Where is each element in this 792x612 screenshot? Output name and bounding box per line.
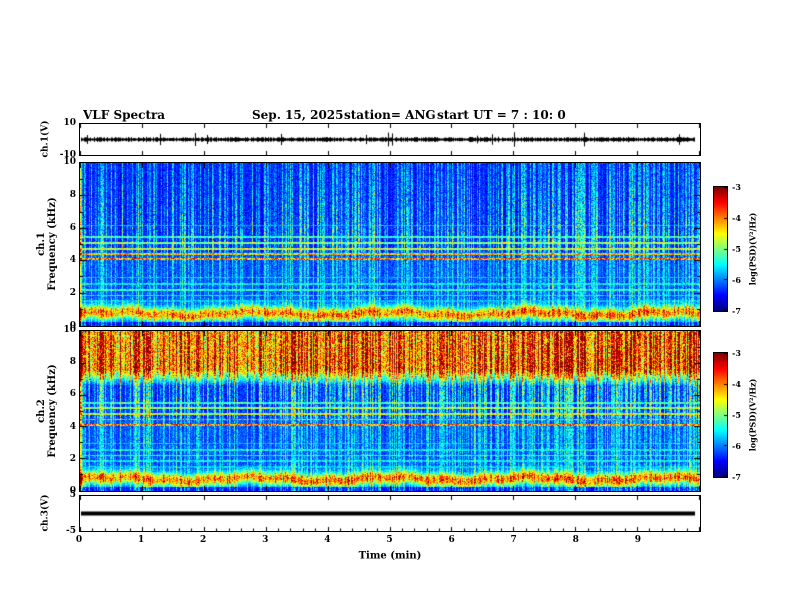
time-tick-label: 5 — [386, 535, 393, 545]
colorbar-tick-label: -5 — [732, 244, 741, 254]
ch1-wave-ylabel: ch.1(V) — [40, 120, 51, 158]
ch1-spec-ylabel: ch.1 Frequency (kHz) — [36, 197, 58, 290]
freq-tick-label: 8 — [69, 189, 76, 200]
ch3-waveform-panel — [79, 495, 701, 532]
colorbar-ch1-label: log(PSD)(V²/Hz) — [747, 212, 758, 286]
ch3-wave-ylabel: ch.3(V) — [40, 494, 51, 532]
colorbar-ch1-canvas — [714, 187, 727, 311]
colorbar-tick-label: -6 — [732, 441, 741, 451]
freq-tick-label: 8 — [69, 357, 76, 368]
colorbar-tick-label: -6 — [732, 275, 741, 285]
freq-tick-label: 2 — [69, 288, 76, 299]
plot-title: VLF Spectra — [83, 108, 166, 122]
time-tick-label: 3 — [262, 535, 269, 545]
ch2-spec-frequency-label: Frequency (kHz) — [47, 364, 58, 458]
time-tick-label: 8 — [572, 535, 579, 545]
colorbar-tick-label: -7 — [732, 306, 741, 316]
freq-tick-label: 0 — [69, 486, 76, 496]
time-tick-label: 0 — [75, 535, 83, 545]
ch3-wave-ytick-top: 5 — [69, 490, 76, 500]
time-tick-label: 1 — [137, 535, 145, 545]
time-tick-label: 6 — [448, 535, 455, 545]
station-label: station= ANG — [344, 108, 436, 122]
colorbar-ch2 — [713, 352, 728, 478]
ch1-waveform-canvas — [80, 124, 700, 155]
start-ut-label: start UT = 7 : 10: 0 — [437, 108, 566, 122]
freq-tick-label: 4 — [69, 421, 76, 432]
ch2-spectrogram-panel — [79, 330, 701, 492]
ch1-spec-frequency-label: Frequency (kHz) — [47, 197, 58, 291]
ch1-spectrogram-canvas — [80, 163, 700, 326]
ch3-waveform-canvas — [80, 496, 700, 531]
colorbar-ch2-canvas — [714, 353, 727, 477]
colorbar-tick-label: -7 — [732, 472, 741, 482]
ch1-spec-channel-label: ch.1 — [36, 232, 47, 256]
freq-tick-label: 6 — [69, 389, 76, 400]
freq-tick-label: 10 — [63, 157, 76, 167]
freq-tick-label: 6 — [69, 222, 76, 233]
ch1-wave-ytick-bottom: -10 — [59, 150, 76, 160]
time-tick-label: 4 — [324, 535, 331, 545]
colorbar-tick-label: -5 — [732, 410, 741, 420]
time-tick-label: 2 — [200, 535, 207, 545]
freq-tick-label: 0 — [69, 321, 76, 331]
date-label: Sep. 15, 2025 — [252, 108, 344, 122]
time-tick-label: 7 — [510, 535, 517, 545]
colorbar-ch1 — [713, 186, 728, 312]
ch2-spec-channel-label: ch.2 — [36, 399, 47, 423]
ch1-wave-ytick-top: 10 — [63, 118, 76, 128]
colorbar-ch2-label: log(PSD)(V²/Hz) — [747, 378, 758, 452]
ch3-wave-ytick-bottom: -5 — [66, 526, 76, 536]
freq-tick-label: 10 — [63, 325, 76, 335]
freq-tick-label: 2 — [69, 453, 76, 464]
colorbar-tick-label: -4 — [732, 379, 741, 389]
time-tick-label: 9 — [634, 535, 642, 545]
ch1-spectrogram-panel — [79, 162, 701, 327]
ch2-spectrogram-canvas — [80, 331, 700, 491]
colorbar-tick-label: -4 — [732, 213, 741, 223]
ch1-waveform-panel — [79, 123, 701, 156]
ch2-spec-ylabel: ch.2 Frequency (kHz) — [36, 364, 58, 457]
time-axis-label: Time (min) — [358, 550, 422, 562]
colorbar-tick-label: -3 — [732, 348, 741, 358]
freq-tick-label: 4 — [69, 255, 76, 266]
colorbar-tick-label: -3 — [732, 182, 741, 192]
